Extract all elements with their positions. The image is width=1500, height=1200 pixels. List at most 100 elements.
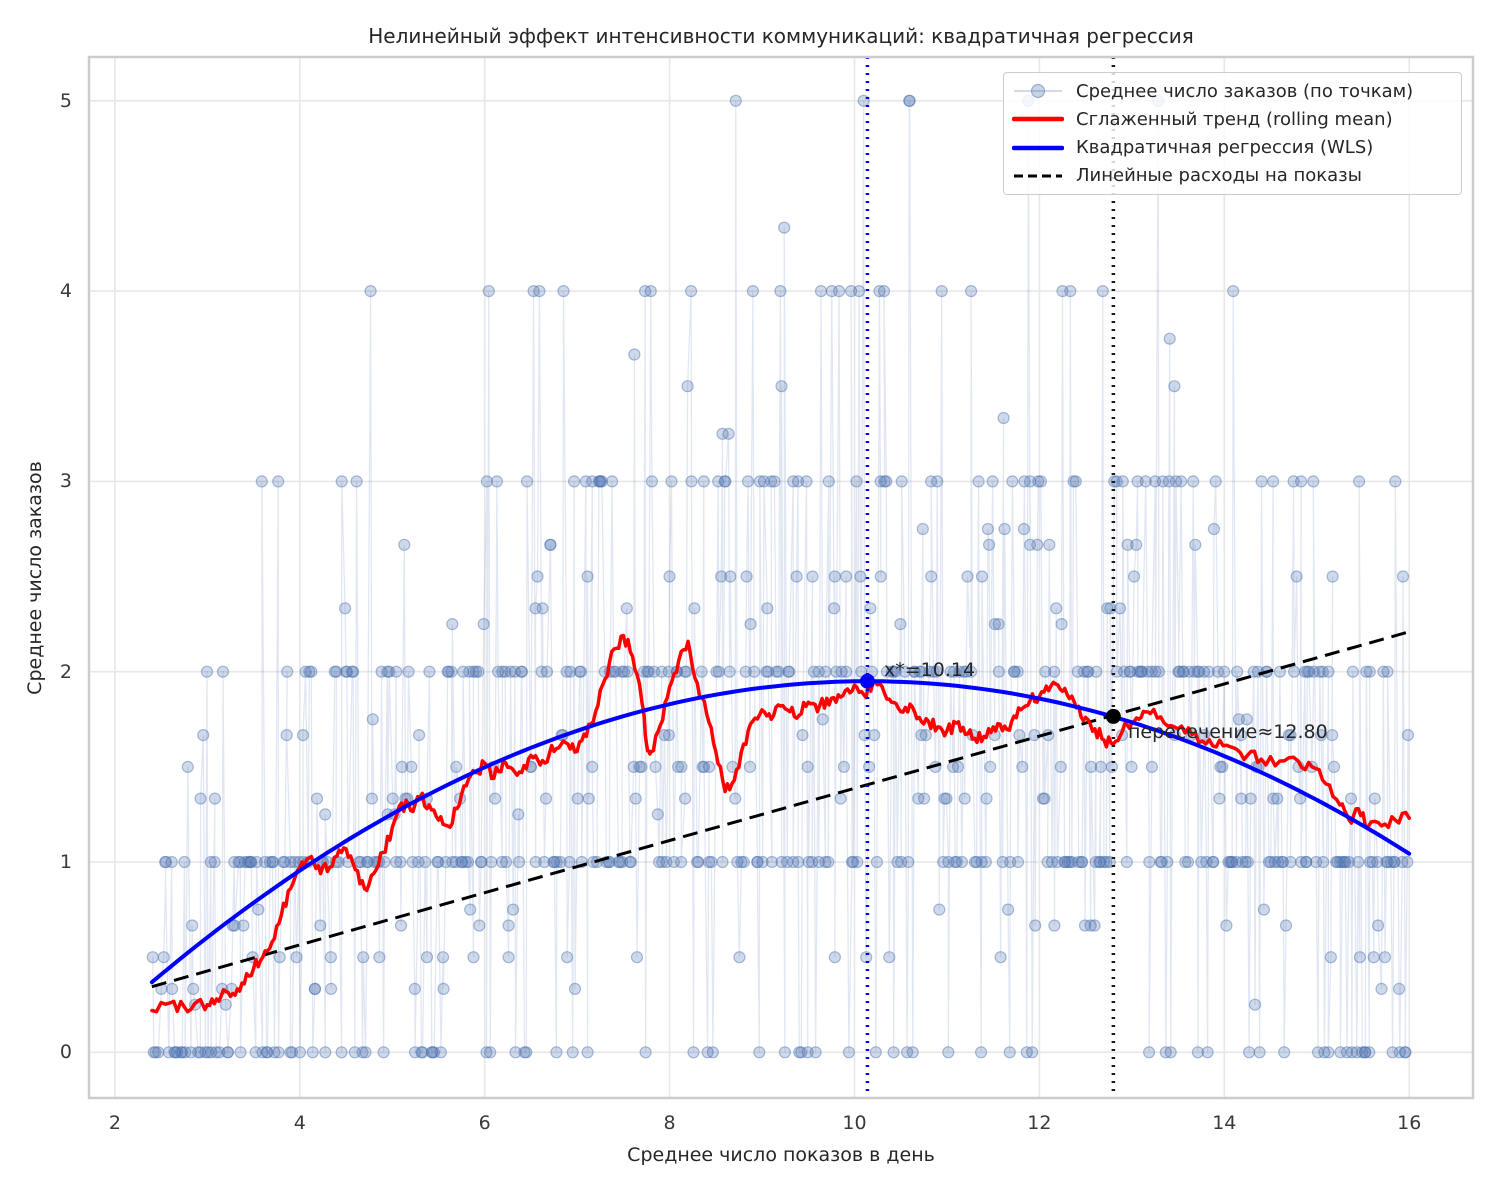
scatter-point [819, 855, 832, 869]
scatter-point [431, 855, 444, 869]
scatter-point [457, 665, 470, 678]
scatter-point [1134, 665, 1147, 678]
scatter-point [1322, 665, 1335, 678]
scatter-point [1081, 665, 1094, 678]
scatter-point [964, 665, 978, 678]
scatter-point [550, 855, 563, 869]
scatter-point [705, 855, 718, 869]
scatter-point [1230, 855, 1243, 869]
scatter-point [250, 855, 263, 869]
scatter-point [319, 1046, 332, 1059]
scatter-point [1145, 665, 1158, 678]
scatter-point [1350, 1046, 1363, 1059]
scatter-point [540, 665, 554, 678]
scatter-point [243, 855, 256, 869]
scatter-point [390, 855, 403, 869]
scatter-point [566, 1046, 579, 1059]
scatter-point [645, 475, 659, 488]
scatter-point [201, 1046, 215, 1059]
scatter-point [687, 1046, 700, 1059]
scatter-point [768, 475, 781, 488]
scatter-point [782, 665, 796, 678]
scatter-point [706, 1046, 720, 1059]
scatter-point [981, 522, 995, 536]
scatter-point [394, 855, 407, 869]
scatter-point [1195, 855, 1208, 869]
scatter-point [674, 855, 688, 869]
scatter-point [1124, 665, 1137, 678]
scatter-point [1330, 855, 1343, 869]
scatter-point [1120, 855, 1133, 869]
scatter-point [1342, 855, 1356, 869]
scatter-point [278, 855, 291, 869]
scatter-point [816, 713, 829, 726]
scatter-point [913, 665, 926, 678]
scatter-point [1043, 538, 1056, 551]
scatter-point [1187, 475, 1200, 488]
scatter-point [340, 665, 353, 678]
scatter-point [1064, 285, 1077, 298]
scatter-point [581, 570, 594, 583]
scatter-point [955, 855, 969, 869]
scatter-point [1016, 760, 1029, 774]
scatter-point [1110, 475, 1123, 488]
scatter-point [165, 855, 178, 869]
scatter-point [712, 665, 725, 678]
scatter-point [439, 855, 452, 869]
scatter-point [432, 855, 445, 869]
scatter-point [357, 951, 370, 964]
scatter-point [996, 855, 1009, 869]
scatter-point [1225, 855, 1238, 869]
scatter-point [1134, 665, 1148, 678]
x-axis-label: Среднее число показов в день [627, 1144, 935, 1166]
scatter-point [1334, 1046, 1347, 1059]
scatter-point [305, 665, 318, 678]
scatter-point [544, 538, 557, 551]
scatter-point [751, 855, 764, 869]
scatter-point [563, 855, 576, 869]
legend-glyph-line [1012, 145, 1064, 150]
scatter-point [667, 855, 681, 869]
scatter-point [221, 1046, 234, 1059]
linear-cost-line [151, 630, 1410, 989]
scatter-point [406, 855, 419, 869]
scatter-point [624, 855, 637, 869]
scatter-point [412, 855, 425, 869]
scatter-point [678, 792, 692, 805]
scatter-point [1255, 475, 1268, 488]
x-tick-label: 16 [1397, 1112, 1422, 1134]
scatter-point [538, 855, 551, 869]
scatter-point [903, 94, 916, 107]
scatter-point [347, 665, 360, 678]
scatter-point [475, 855, 488, 869]
scatter-point [959, 665, 973, 678]
scatter-point [1048, 665, 1061, 678]
scatter-point [735, 855, 748, 869]
scatter-point [834, 792, 847, 805]
scatter-point [1041, 855, 1054, 869]
scatter-point [437, 982, 450, 996]
scatter-point [1067, 475, 1080, 488]
scatter-point [1118, 665, 1131, 678]
scatter-point [1236, 855, 1249, 869]
optimum-point [859, 673, 875, 689]
scatter-point [651, 808, 664, 821]
scatter-point [266, 855, 280, 869]
scatter-point [1023, 538, 1037, 551]
scatter-point [346, 665, 359, 678]
scatter-point [1253, 1046, 1266, 1059]
scatter-point [1084, 919, 1097, 932]
scatter-point [377, 1046, 390, 1059]
scatter-point [560, 951, 574, 964]
scatter-point [547, 855, 560, 869]
scatter-point [660, 855, 673, 869]
scatter-point [756, 855, 769, 869]
scatter-point [1326, 570, 1339, 583]
scatter-point [1399, 1046, 1412, 1059]
scatter-point [1078, 919, 1092, 932]
scatter-point [1061, 855, 1075, 869]
scatter-point [1018, 475, 1031, 488]
scatter-point [1316, 665, 1329, 678]
scatter-point [1174, 475, 1188, 488]
scatter-point [805, 855, 819, 869]
